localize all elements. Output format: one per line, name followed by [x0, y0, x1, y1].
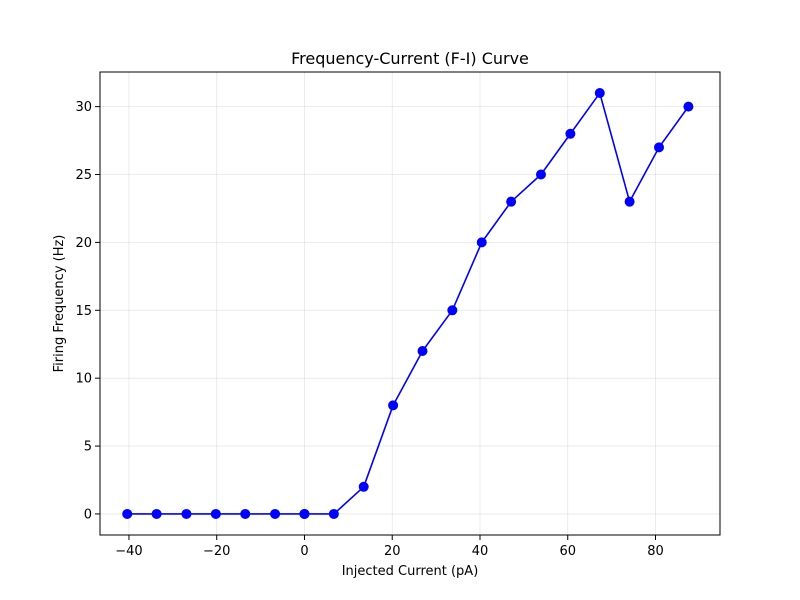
data-point [476, 237, 487, 248]
data-point [683, 101, 694, 112]
x-tick-label: 80 [647, 544, 664, 559]
data-point [328, 508, 339, 519]
data-point [122, 508, 133, 519]
x-tick-label: −20 [203, 544, 230, 559]
data-point [151, 508, 162, 519]
data-point [447, 305, 458, 316]
x-tick-label: 0 [300, 544, 308, 559]
y-tick-label: 15 [75, 304, 92, 319]
x-tick-label: 20 [384, 544, 401, 559]
x-tick-label: 40 [472, 544, 489, 559]
y-tick-label: 0 [84, 507, 92, 522]
data-point [654, 142, 665, 153]
data-point [270, 508, 281, 519]
data-point [388, 400, 399, 411]
data-point [624, 196, 635, 207]
data-point [240, 508, 251, 519]
y-tick-label: 25 [75, 168, 92, 183]
data-point [358, 481, 369, 492]
x-axis-ticks: −40 −20 0 20 40 60 80 [115, 535, 664, 559]
chart-title: Frequency-Current (F-I) Curve [291, 49, 529, 68]
plot-frame [99, 71, 721, 536]
data-point [417, 346, 428, 357]
data-point [299, 508, 310, 519]
series-layer [122, 88, 694, 519]
x-tick-label: −40 [115, 544, 142, 559]
y-tick-label: 20 [75, 236, 92, 251]
data-point [506, 196, 517, 207]
y-tick-label: 30 [75, 100, 92, 115]
grid-lines [100, 72, 720, 535]
data-point [594, 88, 605, 99]
data-point [210, 508, 221, 519]
data-point [535, 169, 546, 180]
y-tick-label: 10 [75, 372, 92, 387]
x-axis-label: Injected Current (pA) [342, 564, 479, 579]
y-tick-label: 5 [84, 440, 92, 455]
y-axis-label: Firing Frequency (Hz) [52, 235, 67, 373]
data-point [565, 128, 576, 139]
y-axis-ticks: 0 5 10 15 20 25 30 [75, 100, 100, 522]
data-point [181, 508, 192, 519]
x-tick-label: 60 [559, 544, 576, 559]
